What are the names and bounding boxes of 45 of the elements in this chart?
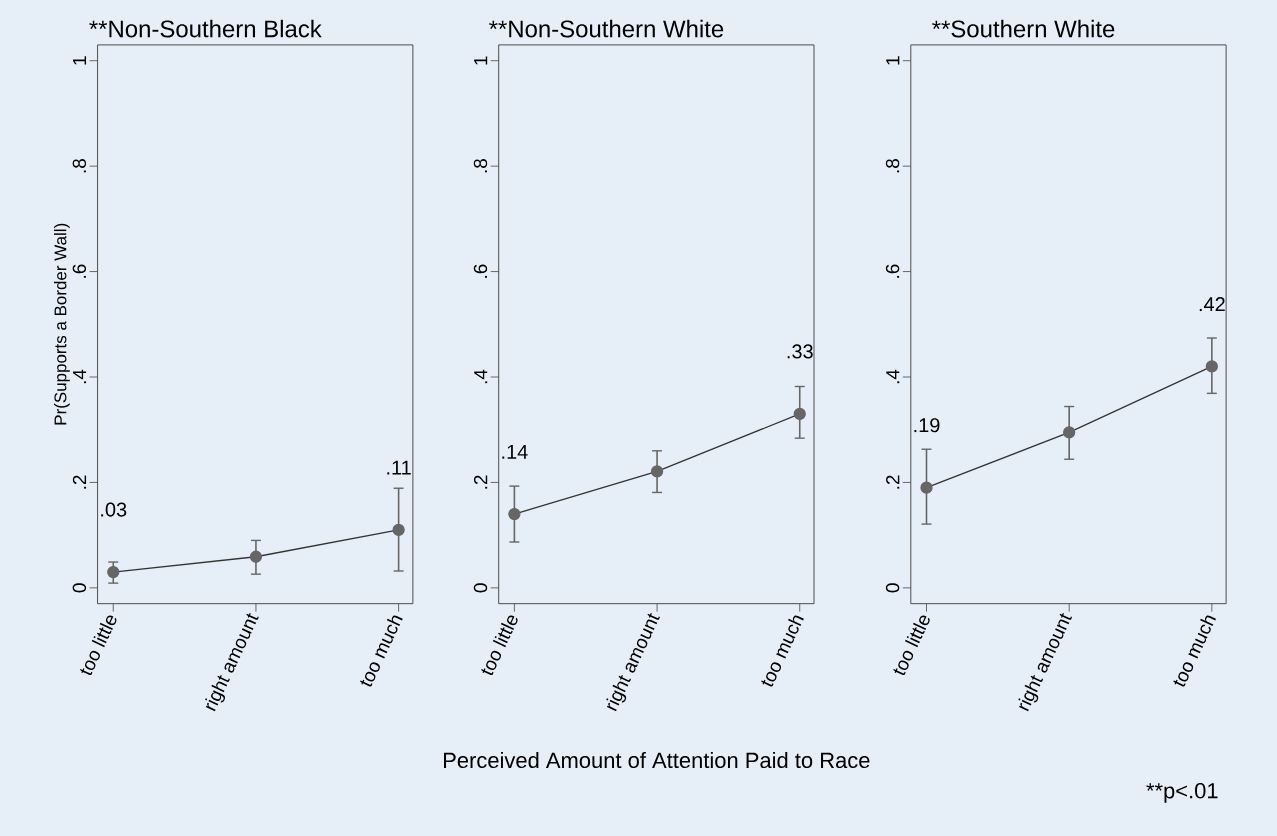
x-axis-title: Perceived Amount of Attention Paid to Race — [444, 751, 870, 769]
y-tick-label: .8 — [885, 158, 900, 173]
x-tick-label: too little — [893, 615, 930, 675]
point — [1063, 426, 1076, 439]
point — [1205, 360, 1218, 373]
point — [650, 465, 664, 478]
point — [508, 507, 521, 521]
y-tick-label: 0 — [885, 583, 900, 593]
y-tick-label: 0 — [473, 583, 488, 593]
point — [920, 481, 933, 494]
data-label: .33 — [787, 344, 813, 359]
y-tick-label: .4 — [886, 369, 900, 384]
data-label: .19 — [914, 418, 940, 433]
point — [793, 407, 806, 420]
point — [392, 523, 405, 536]
data-label: .11 — [387, 460, 411, 475]
y-tick-label: .4 — [474, 369, 488, 384]
y-tick-label: .6 — [72, 264, 87, 278]
y-tick-label: 1 — [474, 56, 488, 65]
chart-title: **Southern White — [932, 19, 1115, 38]
x-tick-label: too much — [1173, 615, 1216, 687]
y-tick-label: 1 — [73, 56, 87, 65]
y-tick-label: .2 — [886, 475, 900, 489]
x-tick-label: too much — [360, 615, 403, 687]
y-tick-label: 0 — [72, 583, 87, 593]
y-tick-label: .8 — [72, 158, 87, 173]
chart-title: **Non-Southern Black — [89, 19, 322, 38]
y-tick-label: .4 — [73, 369, 87, 384]
y-axis-title: Pr(Supports a Border Wall) — [53, 223, 70, 425]
point — [107, 565, 120, 579]
x-tick-label: too little — [481, 615, 518, 675]
data-label: .03 — [101, 502, 127, 517]
x-tick-label: too little — [80, 615, 117, 675]
chart-title: **Non-Southern White — [489, 19, 724, 38]
y-tick-label: 1 — [886, 56, 900, 65]
y-tick-label: .6 — [473, 264, 488, 278]
text: **p<.01 — [1146, 782, 1218, 803]
data-label: .14 — [502, 444, 528, 459]
y-tick-label: .8 — [473, 158, 488, 173]
point — [249, 550, 263, 563]
y-tick-label: .2 — [72, 475, 87, 489]
y-tick-label: .2 — [473, 475, 488, 489]
data-label: .42 — [1199, 297, 1225, 311]
x-tick-label: too much — [761, 615, 804, 687]
y-tick-label: .6 — [885, 264, 900, 278]
